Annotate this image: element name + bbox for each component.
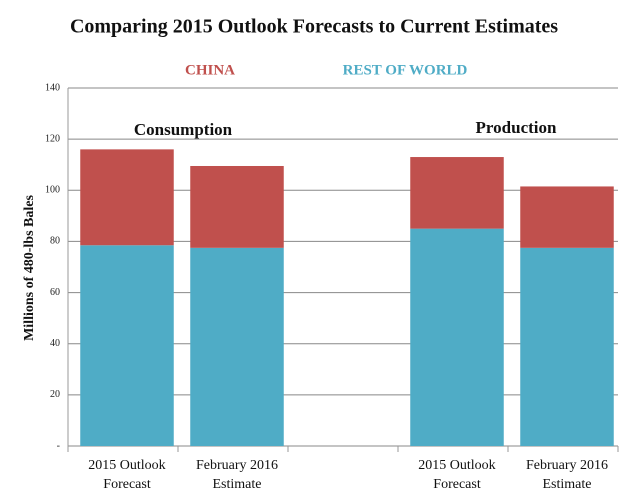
y-tick-label: 60 bbox=[50, 287, 60, 298]
bar-segment bbox=[190, 165, 284, 248]
y-axis-label: Millions of 480-lbs Bales bbox=[22, 195, 37, 341]
y-tick-label: - bbox=[57, 440, 60, 451]
bar-segment bbox=[190, 247, 284, 446]
legend-entry: REST OF WORLD bbox=[343, 62, 468, 78]
chart-title: Comparing 2015 Outlook Forecasts to Curr… bbox=[70, 16, 558, 38]
x-tick-label: 2015 Outlook Forecast bbox=[418, 458, 496, 492]
y-tick-label: 140 bbox=[45, 82, 60, 93]
bar-segment bbox=[80, 149, 174, 246]
bar-segment bbox=[520, 247, 614, 446]
legend-entry: CHINA bbox=[185, 62, 235, 78]
group-label: Consumption bbox=[134, 120, 233, 139]
bar-segment bbox=[520, 186, 614, 248]
bar-segment bbox=[80, 245, 174, 446]
x-tick-label: February 2016 Estimate bbox=[525, 458, 609, 492]
y-tick-label: 20 bbox=[50, 389, 60, 400]
x-tick-label: 2015 Outlook Forecast bbox=[88, 458, 166, 492]
x-tick-label: February 2016 Estimate bbox=[195, 458, 279, 492]
y-tick-label: 100 bbox=[45, 185, 60, 196]
bar-segment bbox=[410, 157, 504, 229]
bar-segment bbox=[410, 228, 504, 446]
group-label: Production bbox=[476, 118, 557, 137]
y-tick-label: 40 bbox=[50, 338, 60, 349]
y-tick-label: 120 bbox=[45, 133, 60, 144]
y-tick-label: 80 bbox=[50, 236, 60, 247]
